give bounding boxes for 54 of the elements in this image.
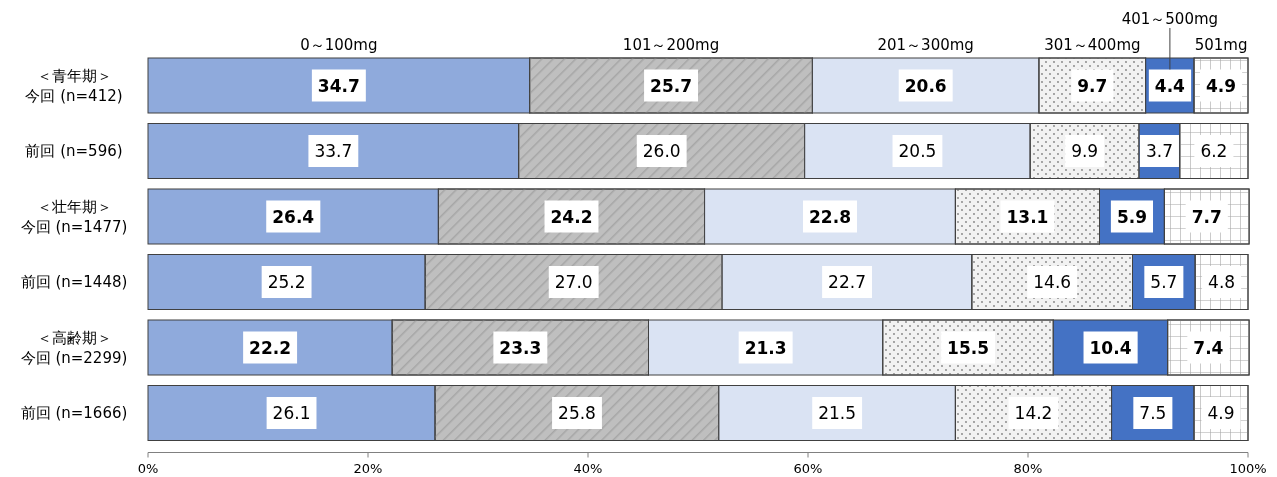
data-label: 9.7 [1077,75,1108,96]
data-label: 26.1 [272,403,311,423]
series-label: 101～200mg [622,36,720,54]
data-label: 6.2 [1200,141,1228,161]
data-label: 20.5 [898,141,937,161]
series-label: 501mg [1194,36,1248,54]
series-label: 0～100mg [300,36,378,54]
data-label: 25.8 [558,403,596,423]
data-label: 25.2 [267,272,306,292]
y-tick-label: 前回 (n=596) [25,142,123,160]
data-label: 7.5 [1139,403,1167,423]
x-tick-label: 40% [573,460,603,476]
y-tick-label: 前回 (n=1448) [20,273,128,291]
data-label: 26.4 [272,206,315,227]
data-label: 4.4 [1154,75,1186,96]
data-label: 24.2 [550,206,593,227]
data-label: 34.7 [317,75,360,96]
data-label: 5.7 [1150,272,1178,292]
data-label: 7.4 [1193,337,1224,358]
x-tick-label: 0% [137,460,159,476]
x-tick-label: 100% [1229,460,1267,476]
data-label: 4.9 [1205,75,1237,96]
data-label: 14.6 [1033,272,1072,292]
data-label: 22.7 [828,272,866,292]
series-label: 301～400mg [1044,36,1141,54]
data-label: 23.3 [499,337,542,358]
x-tick-label: 20% [353,460,383,476]
y-tick-label: 前回 (n=1666) [20,404,128,422]
data-label: 10.4 [1089,337,1132,358]
x-tick-label: 60% [793,460,823,476]
y-tick-label: ＜壮年期＞今回 (n=1477) [20,197,128,236]
data-label: 5.9 [1116,206,1148,227]
data-label: 26.0 [642,141,681,161]
data-label: 14.2 [1014,403,1053,423]
data-label: 22.2 [249,337,292,358]
data-label: 9.9 [1071,141,1099,161]
data-label: 21.3 [744,337,787,358]
data-label: 27.0 [554,272,593,292]
data-label: 3.7 [1145,141,1173,161]
data-label: 15.5 [947,337,990,358]
y-tick-label: ＜高齢期＞今回 (n=2299) [20,328,128,367]
data-label: 4.9 [1207,403,1235,423]
data-label: 7.7 [1191,206,1222,227]
data-label: 33.7 [314,141,353,161]
y-tick-label: ＜青年期＞今回 (n=412) [25,66,123,105]
data-label: 25.7 [650,75,693,96]
x-tick-label: 80% [1013,460,1043,476]
text: 401～500mg [1121,10,1219,28]
data-label: 21.5 [818,403,857,423]
data-label: 13.1 [1006,206,1049,227]
series-label: 201～300mg [877,36,974,54]
data-label: 4.8 [1208,272,1236,292]
data-label: 20.6 [904,75,947,96]
data-label: 22.8 [809,206,851,227]
